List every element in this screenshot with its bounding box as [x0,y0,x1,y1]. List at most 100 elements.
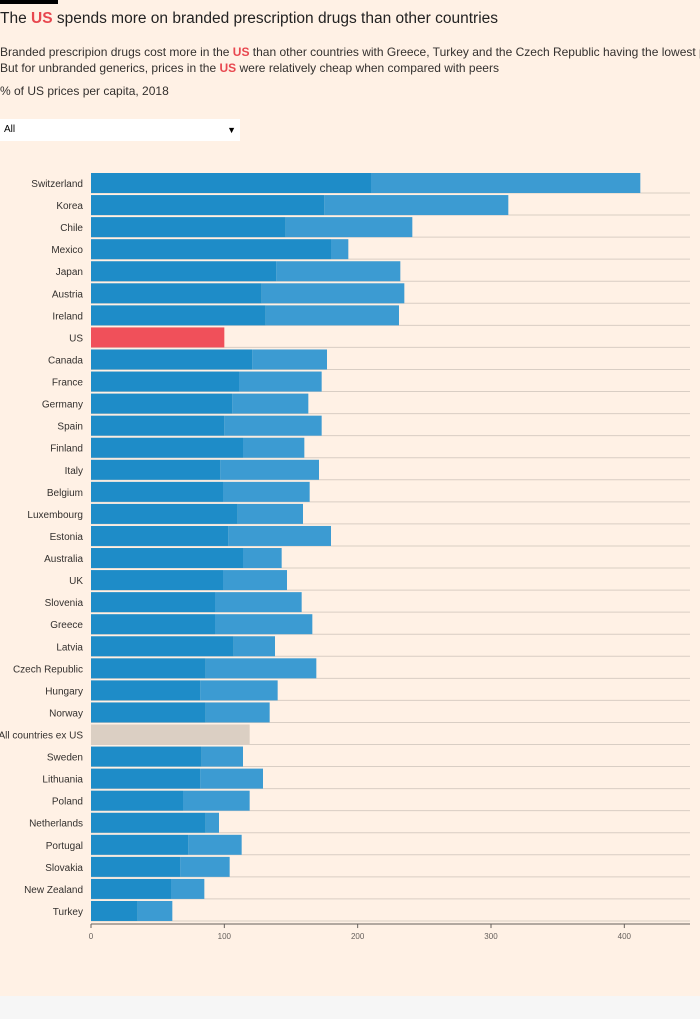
bar-segment-1-finland [91,437,243,458]
category-label-portugal: Portugal [46,841,83,852]
bar-segment-1-sweden [91,746,202,767]
category-label-korea: Korea [56,201,83,212]
bar-segment-1-uk [91,570,223,591]
category-label-spain: Spain [57,422,83,433]
category-label-new-zealand: New Zealand [24,885,83,896]
category-label-luxembourg: Luxembourg [27,510,83,521]
bar-segment-2-estonia [228,525,331,546]
category-label-slovenia: Slovenia [45,598,84,609]
category-label-us: US [69,333,83,344]
category-label-switzerland: Switzerland [31,179,83,190]
bar-segment-1-all-countries-ex-us [91,724,203,745]
bar-segment-2-luxembourg [237,503,303,524]
bar-segment-1-netherlands [91,812,206,833]
bar-segment-2-netherlands [205,812,219,833]
bar-segment-1-hungary [91,680,201,701]
category-label-slovakia: Slovakia [45,863,83,874]
category-label-australia: Australia [44,554,83,565]
bar-segment-2-australia [242,548,282,569]
category-label-chile: Chile [60,223,83,234]
bar-segment-1-us [91,327,225,348]
bar-segment-1-latvia [91,636,234,657]
category-label-austria: Austria [52,289,84,300]
bar-segment-2-hungary [200,680,278,701]
category-label-japan: Japan [56,267,83,278]
category-label-greece: Greece [50,620,83,631]
x-tick-label: 100 [218,932,232,941]
category-label-uk: UK [69,576,83,587]
bar-segment-2-slovakia [180,856,230,877]
bar-segment-1-chile [91,217,286,238]
bar-segment-1-korea [91,195,325,216]
bar-segment-2-greece [214,614,313,635]
x-tick-label: 0 [89,932,94,941]
category-label-lithuania: Lithuania [42,775,83,786]
chart-subtitle-line-2: But for unbranded generics, prices in th… [0,61,499,75]
category-label-mexico: Mexico [51,245,83,256]
category-label-norway: Norway [49,708,83,719]
category-label-italy: Italy [65,466,83,477]
bar-segment-1-norway [91,702,206,723]
bar-segment-2-lithuania [200,768,263,789]
category-label-canada: Canada [48,355,83,366]
bar-segment-2-norway [205,702,270,723]
bar-segment-2-poland [182,790,250,811]
bar-segment-2-italy [220,459,319,480]
unit-label: % of US prices per capita, 2018 [0,84,169,98]
bar-segment-1-switzerland [91,173,371,193]
category-label-poland: Poland [52,797,83,808]
bar-segment-2-slovenia [214,592,302,613]
bar-segment-2-portugal [188,834,242,855]
filter-dropdown[interactable]: All ▼ [0,119,240,141]
x-tick-label: 300 [484,932,498,941]
bar-segment-2-latvia [233,636,275,657]
category-label-turkey: Turkey [53,907,83,918]
category-label-ireland: Ireland [52,311,83,322]
dropdown-value: All [4,124,16,135]
bar-segment-2-ireland [265,305,399,326]
bar-segment-2-switzerland [370,173,641,193]
bar-segment-2-canada [252,349,327,370]
category-label-germany: Germany [42,400,83,411]
x-tick-label: 400 [618,932,632,941]
bar-segment-2-austria [261,283,405,304]
bar-segment-2-sweden [201,746,243,767]
chevron-down-icon: ▼ [227,125,236,135]
x-tick-label: 200 [351,932,365,941]
category-label-belgium: Belgium [47,488,83,499]
bar-segment-1-lithuania [91,768,201,789]
bar-segment-1-spain [91,415,225,436]
bar-segment-1-italy [91,459,221,480]
bar-segment-1-mexico [91,239,331,260]
category-label-czech-republic: Czech Republic [13,664,83,675]
bar-segment-2-mexico [330,239,349,260]
chart-subtitle-line-1: Branded prescripion drugs cost more in t… [0,45,700,59]
bar-segment-1-estonia [91,525,229,546]
category-label-latvia: Latvia [56,642,83,653]
bar-segment-2-finland [242,437,305,458]
bar-segment-2-chile [285,217,413,238]
bar-segment-1-japan [91,261,277,282]
bar-segment-1-australia [91,548,243,569]
brand-bar [0,0,58,4]
bar-segment-2-belgium [222,481,310,502]
bar-segment-1-luxembourg [91,503,238,524]
bar-segment-2-uk [222,570,287,591]
bar-segment-2-czech-republic [205,658,317,679]
bar-segment-1-turkey [91,900,138,921]
bar-segment-1-slovakia [91,856,181,877]
bar-segment-1-canada [91,349,253,370]
bar-segment-2-korea [324,195,509,216]
bar-segment-2-spain [224,415,322,436]
bar-segment-2-japan [276,261,401,282]
category-label-all-countries-ex-us: All countries ex US [0,731,83,742]
bar-segment-1-austria [91,283,262,304]
bar-segment-2-turkey [137,900,173,921]
category-label-hungary: Hungary [45,686,83,697]
category-label-estonia: Estonia [50,532,84,543]
category-label-finland: Finland [50,444,83,455]
bar-chart: Switzerland Korea Chile Mexico Japan Austria I… [0,173,690,941]
bar-segment-1-portugal [91,834,189,855]
bar-segment-1-france [91,371,239,392]
category-label-france: France [52,378,84,389]
